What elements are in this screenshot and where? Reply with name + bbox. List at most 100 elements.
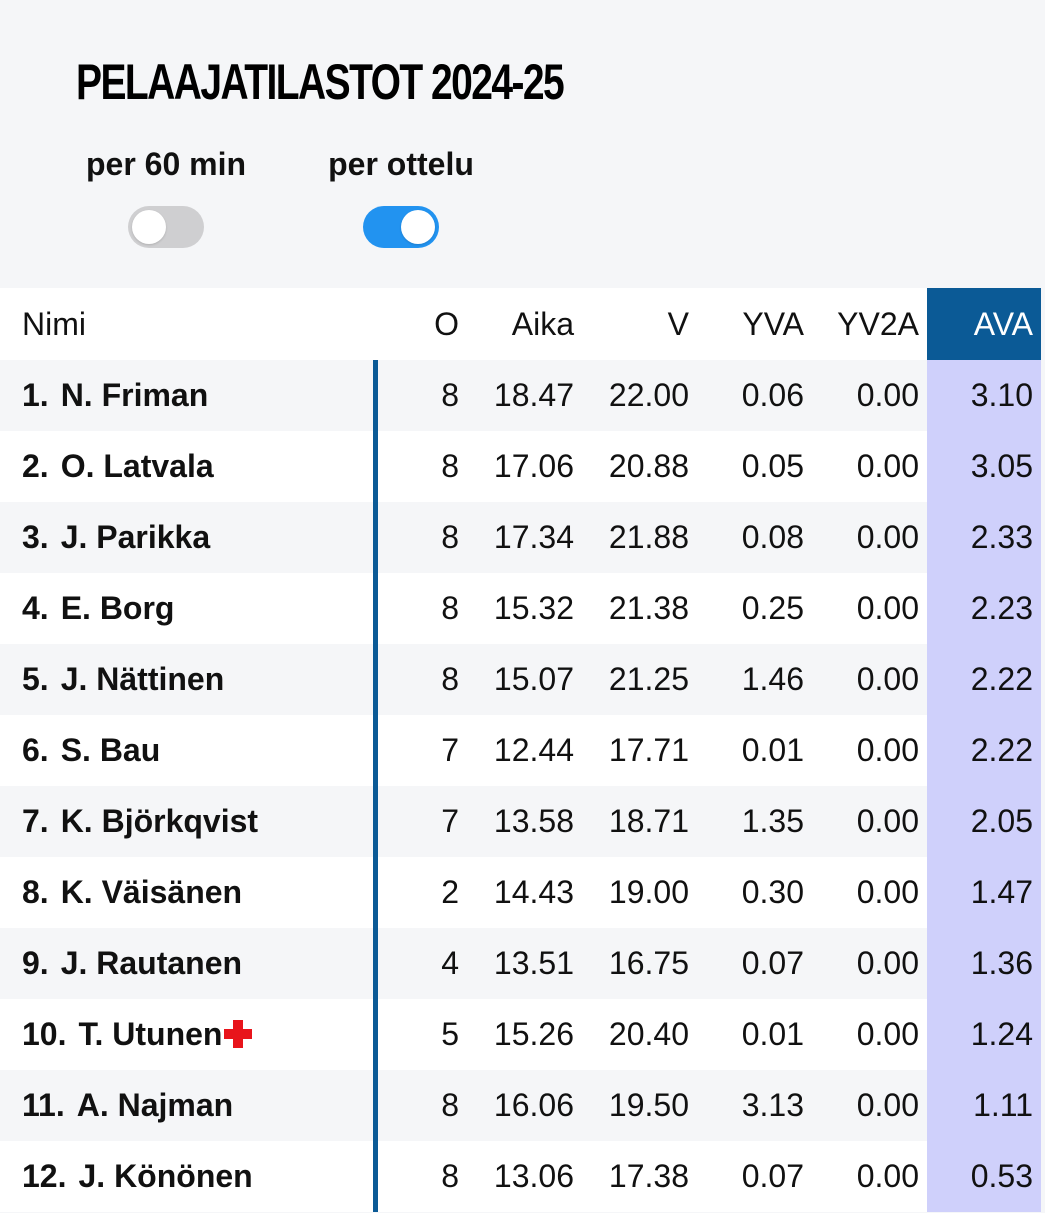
table-row[interactable]: 2. O. Latvala 8 17.06 20.88 0.05 0.00 3.05	[0, 431, 1041, 502]
player-name[interactable]: J. Parikka	[60, 519, 211, 555]
stat-o-cell: 5	[375, 999, 467, 1070]
stat-yv2a-cell: 0.00	[812, 786, 927, 857]
player-rank: 5.	[22, 661, 49, 697]
player-name[interactable]: T. Utunen	[78, 1016, 223, 1052]
column-header-ava[interactable]: AVA	[927, 288, 1041, 360]
player-name-cell[interactable]: 8. K. Väisänen	[0, 857, 378, 928]
stat-yva-cell: 0.08	[697, 502, 812, 573]
player-name[interactable]: E. Borg	[60, 590, 175, 626]
player-name-cell[interactable]: 11. A. Najman	[0, 1070, 378, 1141]
stat-ava-cell: 1.24	[927, 999, 1041, 1070]
player-name[interactable]: J. Könönen	[78, 1158, 253, 1194]
table-row[interactable]: 10. T. Utunen 5 15.26 20.40 0.01 0.00 1.24	[0, 999, 1041, 1070]
stat-yv2a-cell: 0.00	[812, 1070, 927, 1141]
stat-ava-cell: 3.05	[927, 431, 1041, 502]
stat-ava-cell: 2.22	[927, 715, 1041, 786]
stat-o-cell: 8	[375, 644, 467, 715]
stat-ava-cell: 1.36	[927, 928, 1041, 999]
column-header-yv2a[interactable]: YV2A	[812, 288, 927, 360]
stat-yv2a-cell: 0.00	[812, 999, 927, 1070]
stat-aika-cell: 13.06	[467, 1141, 582, 1212]
stat-ava-cell: 1.11	[927, 1070, 1041, 1141]
player-name-cell[interactable]: 10. T. Utunen	[0, 999, 378, 1070]
page-title: PELAAJATILASTOT 2024-25	[76, 54, 565, 110]
stat-aika-cell: 14.43	[467, 857, 582, 928]
stat-aika-cell: 17.06	[467, 431, 582, 502]
player-rank: 3.	[22, 519, 49, 555]
player-name[interactable]: J. Nättinen	[60, 661, 225, 697]
stat-o-cell: 7	[375, 786, 467, 857]
stat-ava-cell: 1.47	[927, 857, 1041, 928]
column-header-o[interactable]: O	[375, 288, 467, 360]
stat-aika-cell: 13.58	[467, 786, 582, 857]
toggle-per-game-label: per ottelu	[328, 146, 474, 182]
stat-yva-cell: 0.25	[697, 573, 812, 644]
player-name[interactable]: S. Bau	[60, 732, 161, 768]
stat-ava-cell: 3.10	[927, 360, 1041, 431]
stat-yva-cell: 0.06	[697, 360, 812, 431]
table-row[interactable]: 4. E. Borg 8 15.32 21.38 0.25 0.00 2.23	[0, 573, 1041, 644]
stat-v-cell: 18.71	[582, 786, 697, 857]
stat-ava-cell: 2.05	[927, 786, 1041, 857]
stat-v-cell: 17.71	[582, 715, 697, 786]
stat-yva-cell: 0.01	[697, 715, 812, 786]
column-header-aika[interactable]: Aika	[467, 288, 582, 360]
stat-v-cell: 17.38	[582, 1141, 697, 1212]
player-name-cell[interactable]: 2. O. Latvala	[0, 431, 378, 502]
player-name-cell[interactable]: 1. N. Friman	[0, 360, 378, 431]
stat-yva-cell: 1.35	[697, 786, 812, 857]
player-name-cell[interactable]: 3. J. Parikka	[0, 502, 378, 573]
stat-yv2a-cell: 0.00	[812, 573, 927, 644]
table-row[interactable]: 8. K. Väisänen 2 14.43 19.00 0.30 0.00 1.47	[0, 857, 1041, 928]
stat-v-cell: 16.75	[582, 928, 697, 999]
column-header-v[interactable]: V	[582, 288, 697, 360]
stat-o-cell: 8	[375, 502, 467, 573]
table-row[interactable]: 9. J. Rautanen 4 13.51 16.75 0.07 0.00 1.36	[0, 928, 1041, 999]
stat-v-cell: 21.88	[582, 502, 697, 573]
player-name-cell[interactable]: 4. E. Borg	[0, 573, 378, 644]
stat-yv2a-cell: 0.00	[812, 715, 927, 786]
player-name[interactable]: K. Björkqvist	[60, 803, 259, 839]
stat-yv2a-cell: 0.00	[812, 431, 927, 502]
player-name[interactable]: A. Najman	[76, 1087, 234, 1123]
stat-aika-cell: 15.26	[467, 999, 582, 1070]
stat-yv2a-cell: 0.00	[812, 360, 927, 431]
stat-yv2a-cell: 0.00	[812, 928, 927, 999]
toggle-per-60-switch[interactable]	[128, 206, 204, 248]
stat-yva-cell: 0.01	[697, 999, 812, 1070]
player-name-cell[interactable]: 9. J. Rautanen	[0, 928, 378, 999]
player-name-cell[interactable]: 5. J. Nättinen	[0, 644, 378, 715]
table-row[interactable]: 6. S. Bau 7 12.44 17.71 0.01 0.00 2.22	[0, 715, 1041, 786]
table-row[interactable]: 11. A. Najman 8 16.06 19.50 3.13 0.00 1.11	[0, 1070, 1041, 1141]
player-rank: 10.	[22, 1016, 67, 1052]
stat-yva-cell: 0.30	[697, 857, 812, 928]
player-name-cell[interactable]: 6. S. Bau	[0, 715, 378, 786]
player-name[interactable]: N. Friman	[60, 377, 209, 413]
table-row[interactable]: 12. J. Könönen 8 13.06 17.38 0.07 0.00 0.53	[0, 1141, 1041, 1212]
toggle-per-game-switch[interactable]	[363, 206, 439, 248]
table-row[interactable]: 7. K. Björkqvist 7 13.58 18.71 1.35 0.00 2.05	[0, 786, 1041, 857]
stat-aika-cell: 16.06	[467, 1070, 582, 1141]
table-row[interactable]: 3. J. Parikka 8 17.34 21.88 0.08 0.00 2.33	[0, 502, 1041, 573]
player-name[interactable]: J. Rautanen	[60, 945, 243, 981]
toggle-knob	[401, 210, 435, 244]
stat-yva-cell: 0.07	[697, 1141, 812, 1212]
player-name[interactable]: K. Väisänen	[60, 874, 243, 910]
table-row[interactable]: 5. J. Nättinen 8 15.07 21.25 1.46 0.00 2.22	[0, 644, 1041, 715]
stat-o-cell: 8	[375, 1141, 467, 1212]
stat-aika-cell: 15.07	[467, 644, 582, 715]
stat-v-cell: 21.25	[582, 644, 697, 715]
player-name-cell[interactable]: 12. J. Könönen	[0, 1141, 378, 1212]
player-name-cell[interactable]: 7. K. Björkqvist	[0, 786, 378, 857]
player-rank: 4.	[22, 590, 49, 626]
player-rank: 8.	[22, 874, 49, 910]
player-name[interactable]: O. Latvala	[60, 448, 214, 484]
stat-v-cell: 21.38	[582, 573, 697, 644]
table-row[interactable]: 1. N. Friman 8 18.47 22.00 0.06 0.00 3.10	[0, 360, 1041, 431]
column-header-name[interactable]: Nimi	[0, 288, 375, 360]
stat-yva-cell: 0.05	[697, 431, 812, 502]
stat-yv2a-cell: 0.00	[812, 857, 927, 928]
column-header-yva[interactable]: YVA	[697, 288, 812, 360]
player-rank: 9.	[22, 945, 49, 981]
